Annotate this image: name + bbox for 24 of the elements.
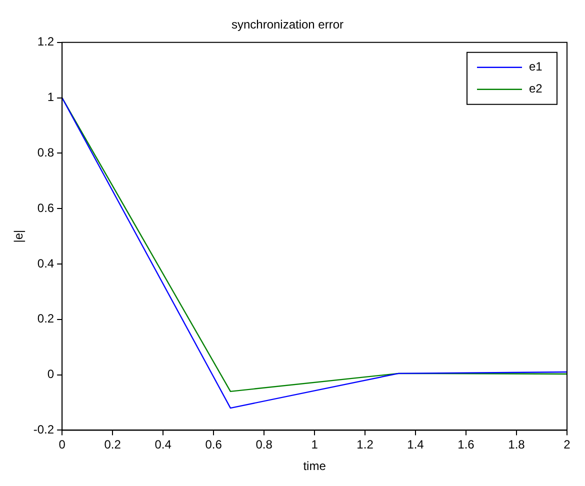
y-tick-label: 1.2 [37,34,54,49]
x-axis-title: time [303,459,326,474]
x-tick-label: 1 [311,438,318,452]
y-tick-label: 0.2 [37,312,54,326]
x-tick-label: 1.8 [508,438,526,452]
y-tick-label: 0.6 [37,200,54,215]
x-tick-label: 0.2 [104,438,122,452]
y-tick-label: -0.2 [33,422,54,437]
x-tick-label: 0 [58,438,66,452]
legend-label: e1 [529,60,543,74]
y-axis-title: |e| [12,230,26,243]
y-tick-label: 0 [47,367,54,382]
x-tick-label: 2 [564,438,571,452]
x-tick-label: 1.4 [407,438,424,452]
x-tick-label: 0.8 [256,438,273,452]
x-tick-label: 1.2 [356,438,374,452]
x-tick-label: 0.6 [205,438,222,452]
x-tick-label: 0.4 [154,438,172,452]
y-tick-label: 0.4 [37,256,54,270]
legend-label: e2 [529,82,543,96]
chart-title: synchronization error [231,18,344,32]
y-tick-label: 1 [47,90,54,104]
y-tick-label: 0.8 [37,146,54,160]
x-tick-label: 1.6 [458,438,475,452]
